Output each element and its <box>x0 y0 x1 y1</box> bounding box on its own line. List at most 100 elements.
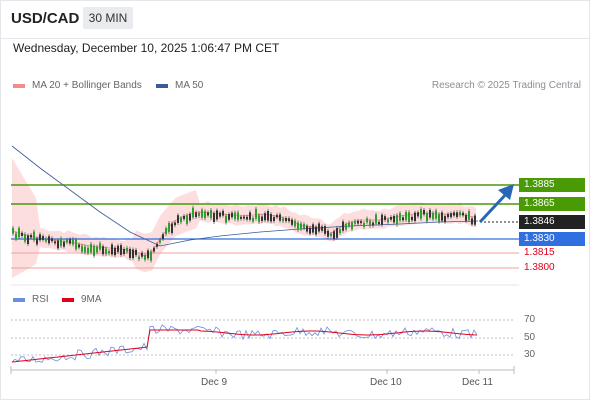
candle-body <box>81 245 83 252</box>
candle-body <box>333 231 335 239</box>
candle-body <box>444 216 446 222</box>
candle-body <box>132 249 134 259</box>
candle-body <box>375 214 377 224</box>
pivot-label: 1.3830 <box>519 232 585 246</box>
candle-body <box>33 231 35 241</box>
candle-body <box>372 222 374 226</box>
candle-body <box>258 215 260 222</box>
candle-body <box>93 245 95 256</box>
candle-body <box>417 212 419 217</box>
x-label-dec11: Dec 11 <box>462 377 493 388</box>
candle-body <box>411 216 413 221</box>
candle-body <box>117 245 119 252</box>
candle-body <box>63 241 65 247</box>
candle-body <box>24 234 26 242</box>
candle-body <box>138 256 140 260</box>
candle-body <box>423 209 425 215</box>
candle-body <box>111 244 113 255</box>
candle-body <box>363 222 365 227</box>
candle-body <box>126 247 128 252</box>
rsi-line <box>11 324 478 363</box>
candle-body <box>348 222 350 226</box>
candle-body <box>240 216 242 219</box>
candle-body <box>18 228 20 238</box>
candle-body <box>402 217 404 221</box>
candle-body <box>429 209 431 218</box>
candle-body <box>171 223 173 234</box>
candle-body <box>90 243 92 253</box>
candle-body <box>465 214 467 221</box>
rsi-legend-label: RSI <box>32 294 49 305</box>
candle-body <box>339 229 341 234</box>
candle-body <box>243 216 245 219</box>
candle-body <box>183 215 185 220</box>
candle-body <box>297 222 299 230</box>
candle-body <box>318 223 320 232</box>
candle-body <box>78 244 80 248</box>
candle-body <box>249 212 251 220</box>
candle-body <box>162 234 164 240</box>
candle-body <box>288 218 290 222</box>
candle-body <box>177 215 179 223</box>
candle-body <box>432 212 434 220</box>
candle-body <box>450 213 452 218</box>
candle-body <box>306 225 308 232</box>
candle-body <box>216 210 218 220</box>
candle-body <box>279 214 281 221</box>
candle-body <box>45 238 47 242</box>
candle-body <box>195 212 197 218</box>
candle-body <box>99 243 101 250</box>
ma50-line <box>11 145 479 247</box>
bollinger-legend-swatch <box>13 84 25 88</box>
candle-body <box>264 213 266 221</box>
candle-body <box>234 212 236 220</box>
ma50-legend-swatch <box>156 84 168 88</box>
candle-body <box>219 212 221 217</box>
timeframe-button[interactable]: 30 MIN <box>83 7 133 29</box>
candle-body <box>390 216 392 220</box>
rsi-ma-legend-label: 9MA <box>81 294 102 305</box>
candle-body <box>147 250 149 259</box>
candle-body <box>267 211 269 221</box>
candle-body <box>225 215 227 223</box>
candle-body <box>30 234 32 238</box>
candle-body <box>261 216 263 221</box>
candle-body <box>414 212 416 221</box>
candle-body <box>321 226 323 231</box>
candle-body <box>456 212 458 218</box>
candle-body <box>435 210 437 219</box>
candle-body <box>345 224 347 230</box>
candle-body <box>324 226 326 234</box>
candle-body <box>408 212 410 223</box>
candle-body <box>399 213 401 221</box>
candle-body <box>387 219 389 223</box>
candle-body <box>15 233 17 240</box>
candle-body <box>27 235 29 244</box>
candle-body <box>87 247 89 254</box>
candle-body <box>471 218 473 225</box>
candle-body <box>48 236 50 244</box>
candle-body <box>426 213 428 222</box>
candle-body <box>21 232 23 236</box>
candle-body <box>438 214 440 222</box>
rsi-ma-line <box>11 329 478 363</box>
candle-body <box>468 211 470 220</box>
bollinger-legend-label: MA 20 + Bollinger Bands <box>32 80 142 91</box>
candle-body <box>204 211 206 219</box>
candle-body <box>360 221 362 224</box>
candle-body <box>378 221 380 224</box>
candle-body <box>60 238 62 246</box>
last-price-label: 1.3846 <box>519 215 585 229</box>
candle-body <box>342 221 344 231</box>
candle-body <box>330 233 332 237</box>
candle-body <box>102 246 104 255</box>
candle-body <box>303 224 305 229</box>
rsi-tick-50: 50 <box>524 332 536 343</box>
candle-body <box>357 220 359 224</box>
resistance-1-label: 1.3865 <box>519 197 585 211</box>
candle-body <box>327 230 329 237</box>
candle-body <box>105 248 107 255</box>
candle-body <box>462 212 464 216</box>
candle-body <box>246 216 248 220</box>
candle-body <box>396 215 398 225</box>
